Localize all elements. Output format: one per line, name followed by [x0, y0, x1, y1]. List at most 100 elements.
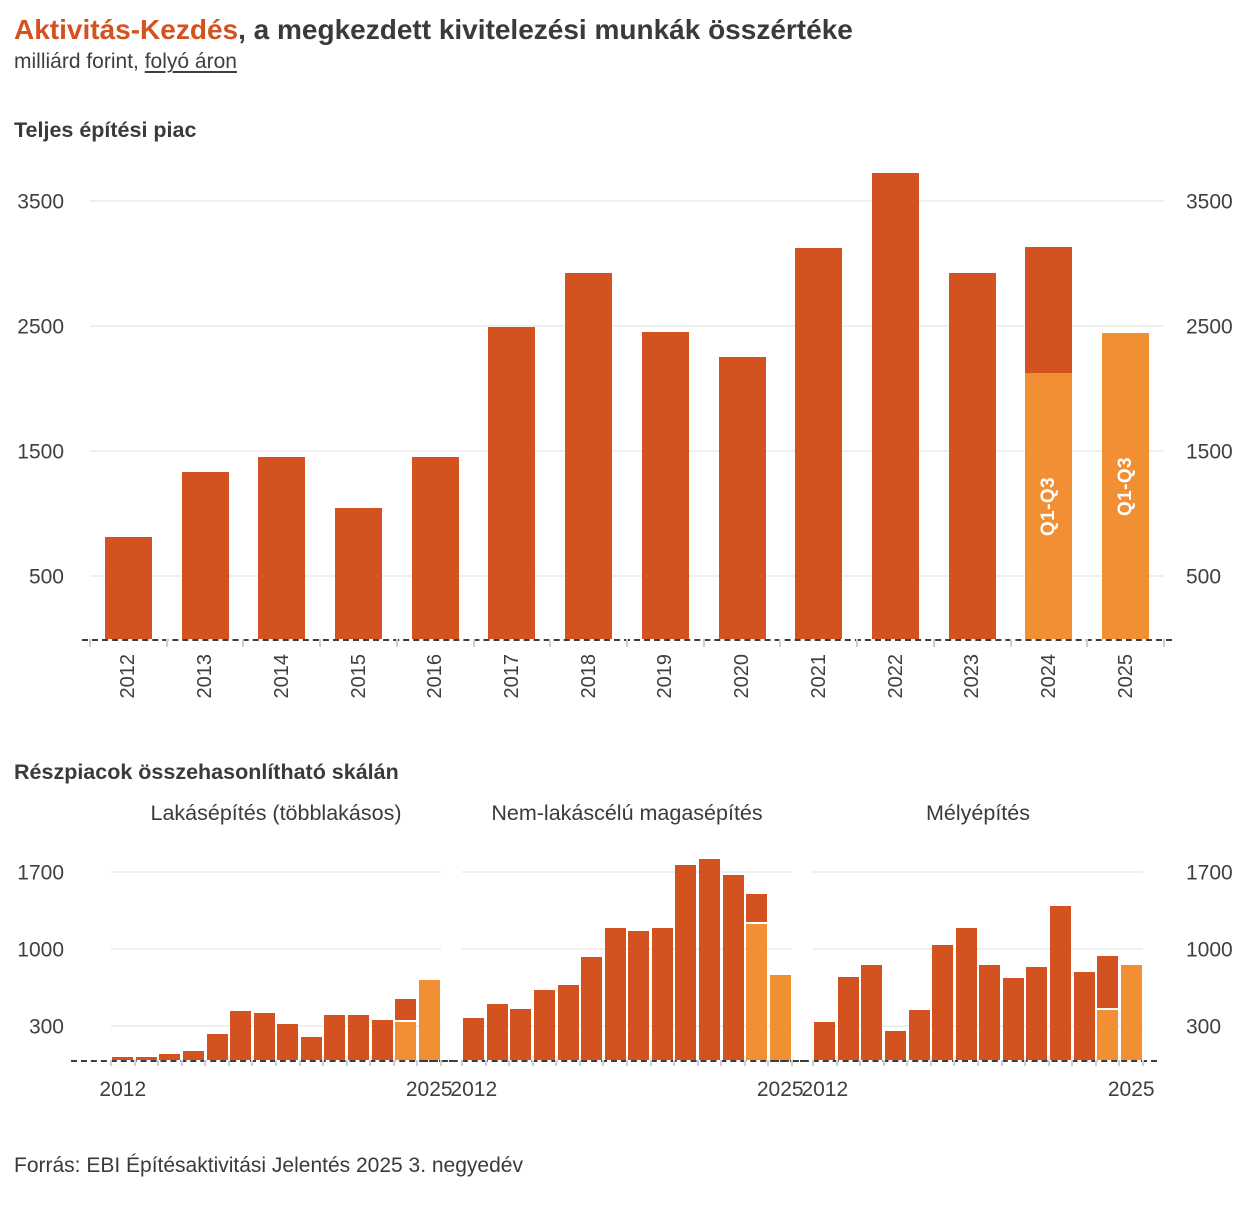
x-axis-tick-mark: [1086, 639, 1089, 648]
gridline-300: [462, 1025, 792, 1028]
bar-label-q1q3: Q1-Q3: [1115, 456, 1137, 516]
bar-slot-2015: [533, 990, 557, 1061]
bar-slot-2024: [745, 894, 769, 1061]
bar-lakasepites-tobblakasos-2015: [183, 1050, 205, 1061]
main-y-axis-right: 500 1500 2500 3500: [1164, 159, 1240, 639]
x-axis-tick-mark: [392, 1060, 395, 1067]
x-axis-labels: 2012 2025: [450, 1066, 803, 1106]
y-tick-300: 300: [1186, 1015, 1222, 1039]
x-axis-tick-mark: [204, 1060, 207, 1067]
bar-teljes-epitesi-piac-2015: [335, 508, 383, 640]
subcharts-row: 300 1000 1700 Lakásépítés (többlakásos) 201…: [14, 801, 1240, 1106]
x-axis-tick-mark: [602, 1060, 605, 1067]
bar-slot-2013: [167, 471, 244, 640]
y-tick-1000: 1000: [1186, 938, 1233, 962]
bar-segment-q1q3: Q1-Q3: [1025, 373, 1073, 640]
bar-slot-2020: [300, 1037, 324, 1061]
x-axis-tick-mark: [702, 639, 705, 648]
y-tick-3500: 3500: [1186, 190, 1233, 214]
bar-slot-2012: [111, 1057, 135, 1061]
x-tick-slot-2015: 2015: [320, 654, 397, 722]
x-axis-tick-mark: [461, 1060, 463, 1067]
bar-melyepites-2024: [1097, 955, 1119, 1061]
x-axis-tick-mark: [1118, 1060, 1121, 1067]
bar-nem-lakascelu-magasepites-2021: [675, 864, 697, 1061]
bar-lakasepites-tobblakasos-2021: [324, 1015, 346, 1061]
x-axis-tick-mark: [882, 1060, 885, 1067]
bar-slot-2017: [931, 944, 955, 1061]
x-tick-slot-2022: 2022: [857, 654, 934, 722]
x-axis-tick-mark: [626, 1060, 628, 1067]
bar-teljes-epitesi-piac-2014: [258, 456, 306, 640]
bar-lakasepites-tobblakasos-2012: [112, 1057, 134, 1061]
x-axis-tick-mark: [743, 1060, 746, 1067]
x-tick-2023: 2023: [961, 654, 984, 699]
bar-slot-2019: [276, 1024, 300, 1061]
bar-lakasepites-tobblakasos-2023: [371, 1019, 393, 1061]
bar-lakasepites-tobblakasos-2019: [277, 1024, 299, 1061]
x-axis-ticks: [89, 639, 1165, 648]
bar-teljes-epitesi-piac-2012: [104, 536, 152, 640]
bar-teljes-epitesi-piac-2013: [181, 471, 229, 640]
x-tick-2013: 2013: [194, 654, 217, 699]
subtitle-price-basis-link[interactable]: folyó áron: [144, 50, 237, 74]
bar-nem-lakascelu-magasepites-2018: [604, 928, 626, 1061]
x-axis-tick-mark: [165, 639, 168, 648]
subchart-title-nem-lakascelu-magasepites: Nem-lakáscélú magasépítés: [491, 801, 763, 826]
x-axis-tick-mark: [242, 639, 245, 648]
bar-slot-2019: [627, 930, 651, 1061]
x-axis-tick-mark: [555, 1060, 558, 1067]
bar-slot-2025: [1120, 964, 1144, 1061]
x-tick-2015: 2015: [347, 654, 370, 699]
bar-nem-lakascelu-magasepites-2023: [722, 874, 744, 1061]
gridline-1700: [111, 871, 441, 874]
page-title-highlight: Aktivitás-Kezdés: [14, 14, 239, 45]
x-axis-tick-mark: [110, 1060, 112, 1067]
x-tick-slot-2019: 2019: [627, 654, 704, 722]
bar-teljes-epitesi-piac-2018: [565, 273, 613, 640]
x-tick-2012: 2012: [99, 1078, 147, 1102]
y-tick-500: 500: [1186, 565, 1222, 589]
bar-label-q1q3: Q1-Q3: [1038, 476, 1060, 536]
bar-melyepites-2012: [814, 1021, 836, 1061]
x-axis-tick-mark: [977, 1060, 979, 1067]
bar-melyepites-2021: [1026, 966, 1048, 1061]
gridline-1700: [813, 871, 1143, 874]
bar-nem-lakascelu-magasepites-2014: [510, 1008, 532, 1061]
x-axis-baseline: [71, 1060, 455, 1063]
bar-slot-2018: [252, 1013, 276, 1061]
bar-nem-lakascelu-magasepites-2017: [581, 957, 603, 1061]
x-axis-tick-mark: [1009, 639, 1012, 648]
x-axis-labels: 2012 2025: [99, 1066, 452, 1106]
bar-lakasepites-tobblakasos-2025: [418, 980, 440, 1061]
x-axis-tick-mark: [767, 1060, 770, 1067]
x-tick-slot-2021: 2021: [780, 654, 857, 722]
bar-slot-2025: Q1-Q3: [1087, 333, 1164, 640]
gridline-1000: [813, 948, 1143, 951]
subcharts-heading: Részpiacok összehasonlítható skálán: [14, 760, 399, 785]
x-axis-tick-mark: [133, 1060, 136, 1067]
subchart-title-lakasepites-tobblakasos: Lakásépítés (többlakásos): [150, 801, 402, 826]
x-tick-2014: 2014: [270, 654, 293, 699]
x-axis-tick-mark: [649, 1060, 652, 1067]
bar-slot-2021: [674, 864, 698, 1061]
bar-label-wrap: Q1-Q3: [1025, 373, 1072, 639]
bar-teljes-epitesi-piac-2024: Q1-Q3: [1025, 246, 1073, 640]
bar-slot-2012: [813, 1021, 837, 1061]
x-axis-tick-mark: [345, 1060, 348, 1067]
x-tick-2022: 2022: [884, 654, 907, 699]
bar-slot-2013: [135, 1057, 159, 1061]
y-tick-1000: 1000: [17, 938, 64, 962]
x-axis-tick-mark: [626, 639, 628, 648]
x-tick-slot-2013: 2013: [167, 654, 244, 722]
x-axis-tick-mark: [484, 1060, 487, 1067]
bar-nem-lakascelu-magasepites-2012: [463, 1017, 485, 1061]
plot-lakasepites-tobblakasos: [71, 855, 455, 1063]
bar-slot-2017: [580, 957, 604, 1061]
bar-slot-2023: [934, 273, 1011, 640]
bar-melyepites-2020: [1002, 977, 1024, 1061]
subchart-melyepites: Mélyépítés 2012 2025: [773, 801, 1157, 1106]
bar-slot-2020: [1002, 977, 1026, 1061]
bar-slot-2021: [1025, 966, 1049, 1061]
x-tick-2017: 2017: [500, 654, 523, 699]
